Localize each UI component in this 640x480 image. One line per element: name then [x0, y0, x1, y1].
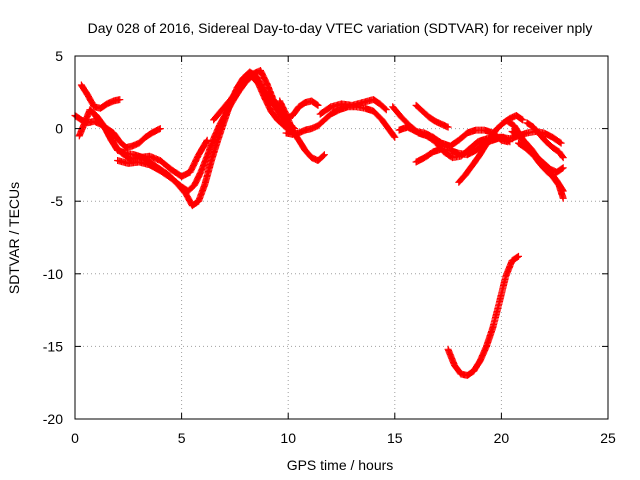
- series-sat-9: [316, 96, 390, 118]
- x-tick-label: 15: [387, 430, 403, 446]
- series-markers: [515, 139, 567, 176]
- series-sat-3: [77, 81, 124, 112]
- series-sat-12: [412, 128, 565, 166]
- series-sat-14: [455, 112, 527, 186]
- plot-frame: [74, 55, 609, 420]
- x-tick-label: 5: [178, 430, 186, 446]
- series-sat-17: [515, 139, 567, 176]
- x-tick-label: 20: [494, 430, 510, 446]
- series-sat-6: [210, 67, 322, 124]
- series-markers: [77, 81, 124, 112]
- y-axis-label: SDTVAR / TECUs: [6, 182, 22, 294]
- series-markers: [210, 67, 322, 124]
- data-markers: [71, 67, 567, 379]
- series-markers: [523, 119, 567, 162]
- x-tick-label: 0: [71, 430, 79, 446]
- axis-ticks: 0 5 10 15 20 25 5 0 -5 -10 -15 -20: [43, 48, 616, 446]
- y-tick-label: 5: [55, 48, 63, 64]
- y-tick-label: 0: [55, 121, 63, 137]
- y-tick-label: -15: [43, 338, 63, 354]
- chart-title: Day 028 of 2016, Sidereal Day-to-day VTE…: [88, 20, 593, 36]
- y-tick-label: -10: [43, 266, 63, 282]
- series-markers: [455, 112, 527, 186]
- x-axis-label: GPS time / hours: [287, 457, 394, 473]
- series-markers: [444, 252, 522, 379]
- series-sat-13: [412, 101, 452, 131]
- x-tick-label: 10: [280, 430, 296, 446]
- series-markers: [412, 101, 452, 131]
- x-tick-label: 25: [600, 430, 616, 446]
- series-markers: [316, 96, 390, 118]
- y-tick-label: -20: [43, 411, 63, 427]
- series-sat-18: [523, 119, 567, 162]
- y-tick-label: -5: [51, 193, 64, 209]
- series-markers: [412, 128, 565, 166]
- series-sat-19: [444, 252, 522, 379]
